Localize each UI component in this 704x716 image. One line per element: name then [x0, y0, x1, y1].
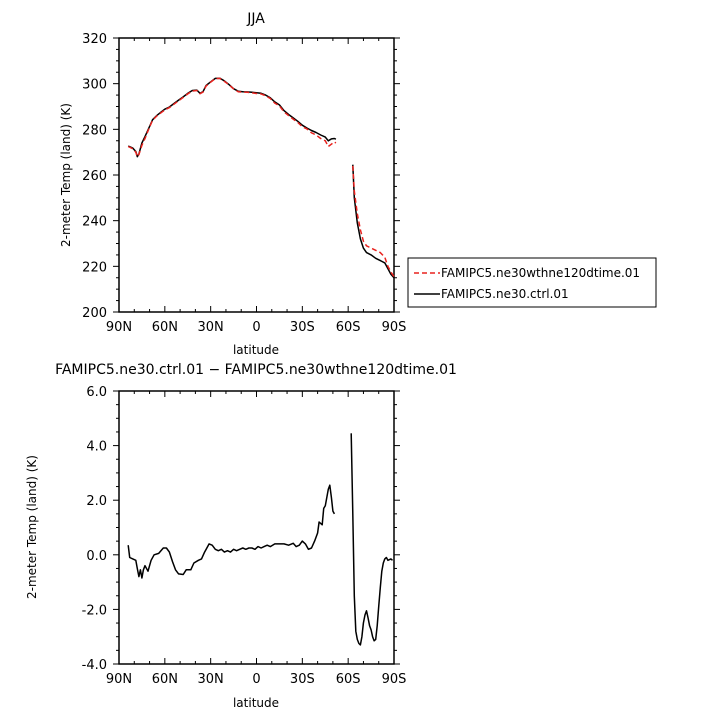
bottom-y-tick-label: 6.0 — [86, 385, 107, 400]
legend: FAMIPC5.ne30wthne120dtime.01 FAMIPC5.ne3… — [407, 257, 657, 308]
top-x-tick-label: 60N — [152, 320, 178, 335]
legend-label-experiment: FAMIPC5.ne30wthne120dtime.01 — [441, 266, 640, 280]
top-x-axis-title: latitude — [233, 343, 279, 357]
top-series-1-line-1 — [352, 164, 395, 279]
top-y-tick-label: 260 — [82, 169, 107, 184]
top-series-0-line-1 — [352, 165, 395, 278]
bottom-x-tick-label: 60S — [336, 672, 361, 687]
bottom-x-tick-label: 90S — [382, 672, 407, 687]
top-y-axis-title: 2-meter Temp (land) (K) — [59, 103, 73, 247]
top-y-tick-label: 200 — [82, 306, 107, 321]
bottom-x-tick-label: 30S — [290, 672, 315, 687]
top-series-1-line-0 — [127, 77, 337, 158]
top-y-tick-label: 280 — [82, 123, 107, 138]
bottom-y-tick-label: 0.0 — [86, 549, 107, 564]
bottom-series-0-line-1 — [350, 433, 393, 646]
bottom-x-axis-title: latitude — [233, 696, 279, 710]
top-y-tick-label: 300 — [82, 78, 107, 93]
bottom-x-tick-label: 60N — [152, 672, 178, 687]
top-chart: JJA 90N 60N 30N 0 30S 60S 90S 200 220 240 260 280 30… — [59, 11, 657, 357]
bottom-y-tick-label: -2.0 — [82, 603, 107, 618]
bottom-y-tick-label: -4.0 — [82, 658, 107, 673]
top-x-tick-label: 30S — [290, 320, 315, 335]
bottom-y-tick-label: 4.0 — [86, 440, 107, 455]
bottom-series-0-line-0 — [127, 484, 336, 579]
bottom-chart-title: FAMIPC5.ne30.ctrl.01 − FAMIPC5.ne30wthne… — [55, 362, 457, 378]
top-series-0-line-0 — [127, 77, 337, 158]
top-y-tick-label: 320 — [82, 32, 107, 47]
bottom-y-axis-title: 2-meter Temp (land) (K) — [25, 455, 39, 599]
bottom-x-tick-label: 30N — [198, 672, 224, 687]
bottom-x-tick-label: 90N — [106, 672, 132, 687]
top-y-tick-label: 220 — [82, 260, 107, 275]
bottom-y-tick-label: 2.0 — [86, 494, 107, 509]
top-y-tick-label: 240 — [82, 215, 107, 230]
bottom-x-tick-label: 0 — [252, 672, 260, 687]
top-x-tick-label: 90S — [382, 320, 407, 335]
legend-box — [407, 257, 657, 308]
bottom-chart: FAMIPC5.ne30.ctrl.01 − FAMIPC5.ne30wthne… — [25, 362, 457, 710]
top-x-tick-label: 0 — [252, 320, 260, 335]
top-x-tick-label: 60S — [336, 320, 361, 335]
top-x-tick-label: 30N — [198, 320, 224, 335]
top-chart-title: JJA — [246, 11, 265, 27]
legend-label-control: FAMIPC5.ne30.ctrl.01 — [441, 287, 569, 301]
top-x-tick-label: 90N — [106, 320, 132, 335]
